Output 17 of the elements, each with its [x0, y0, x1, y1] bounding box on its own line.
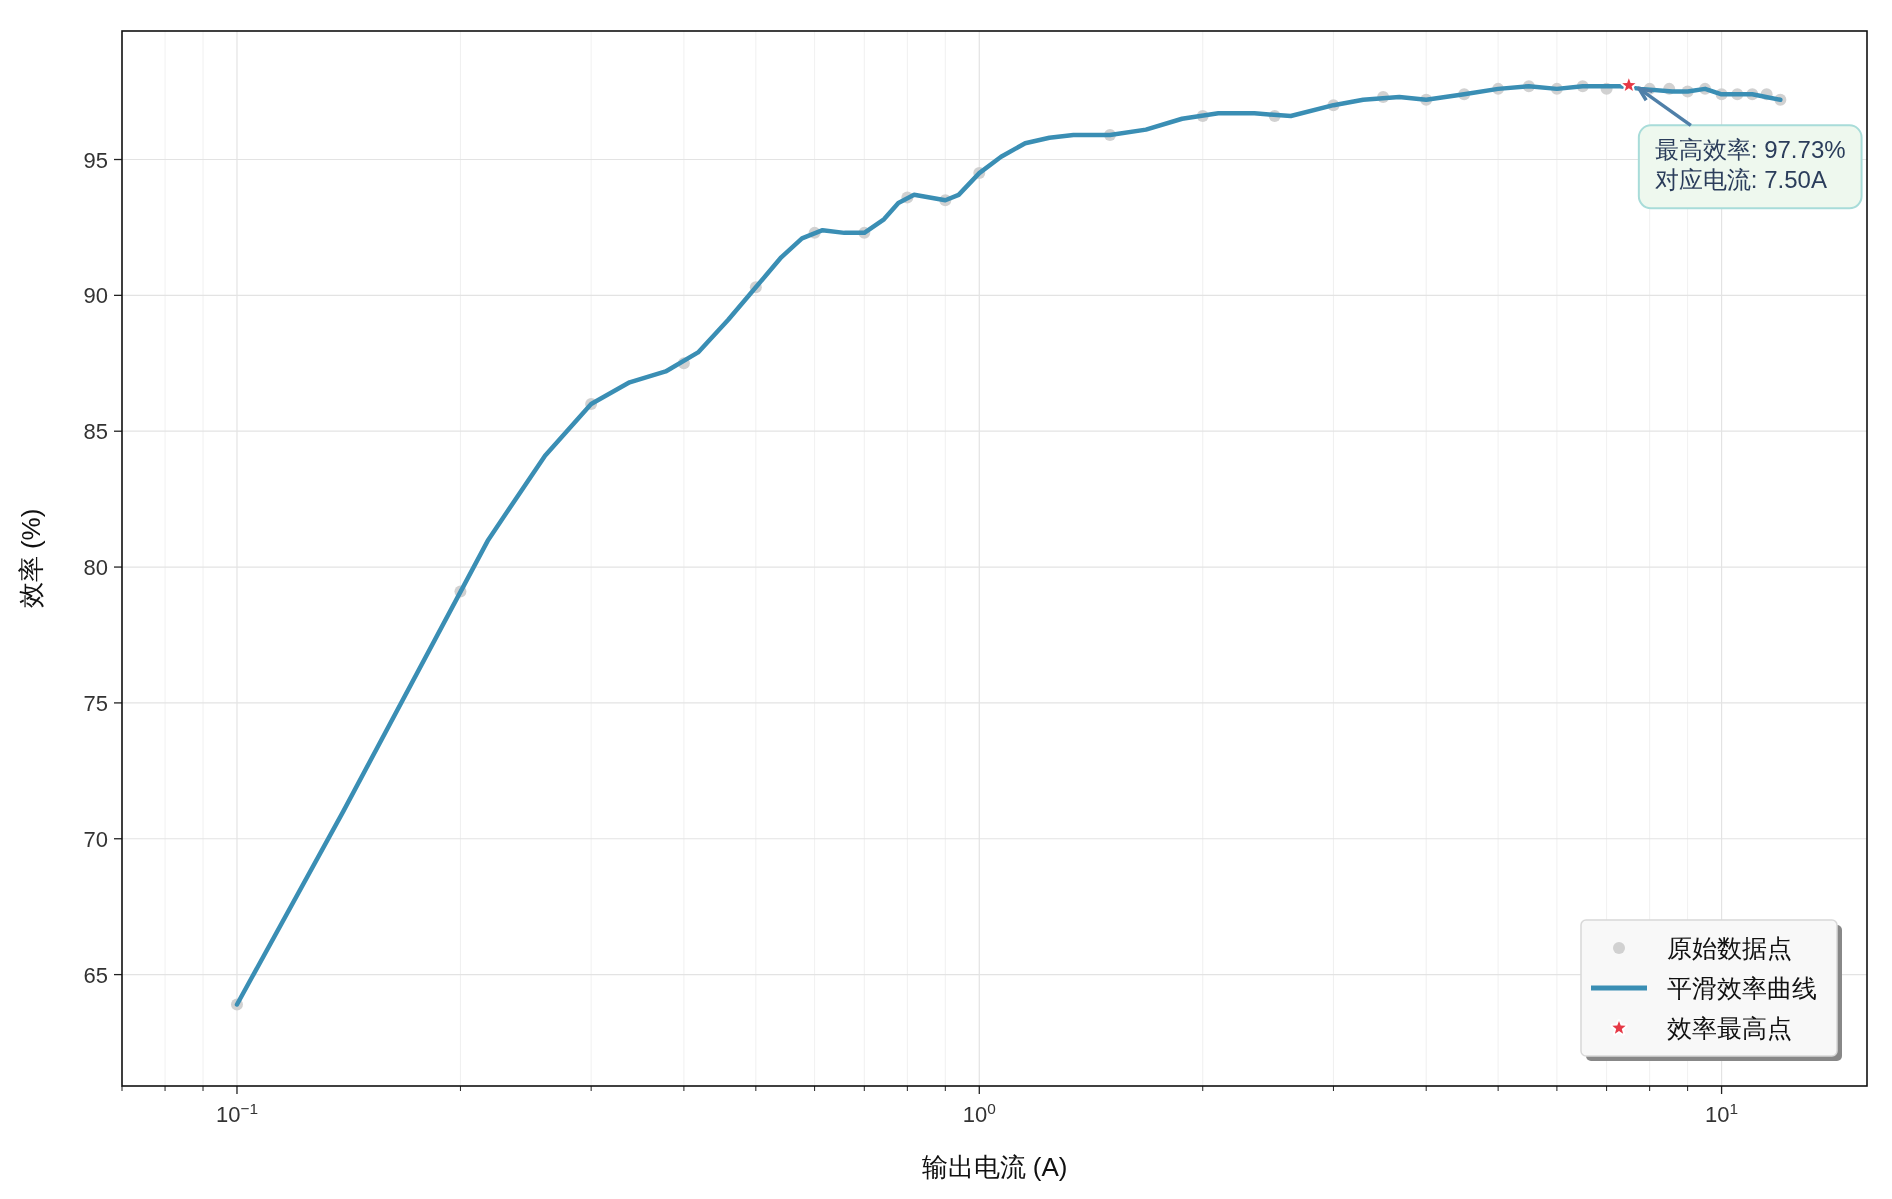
annotation: 最高效率: 97.73% 对应电流: 7.50A [1654, 136, 1846, 194]
y-tick-label: 65 [83, 962, 108, 988]
y-tick-label: 80 [83, 555, 108, 581]
legend-label: 效率最高点 [1667, 1014, 1792, 1042]
y-tick-label: 75 [83, 690, 108, 716]
legend-label: 原始数据点 [1667, 934, 1792, 962]
x-tick-label: 10$^{1}$ [1705, 1099, 1739, 1127]
x-tick-label: 10$^{0}$ [962, 1099, 996, 1127]
y-tick-label: 70 [83, 826, 108, 852]
x-axis-title: 输出电流 (A) [921, 1152, 1068, 1182]
y-axis-title: 效率 (%) [16, 508, 46, 609]
legend-label: 平滑效率曲线 [1667, 974, 1817, 1002]
annotation: 最高效率: 97.73% 对应电流: 7.50A [1637, 86, 1863, 210]
y-tick-label: 95 [83, 147, 108, 173]
y-tick-label: 90 [83, 283, 108, 309]
y-tick-label: 85 [83, 419, 108, 445]
x-tick-label: 10$^{−1}$ [215, 1099, 259, 1127]
